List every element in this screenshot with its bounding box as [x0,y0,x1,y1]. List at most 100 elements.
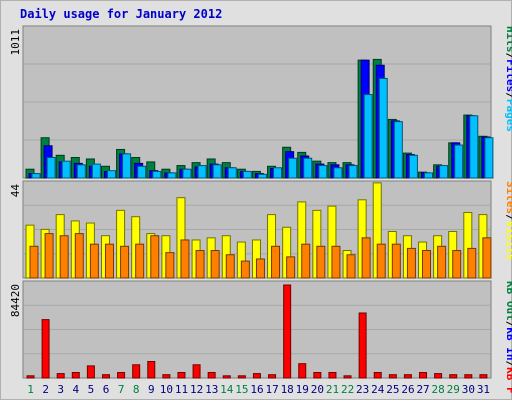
legend-files: Files [504,59,512,92]
bar-sites-day-11 [180,239,190,279]
bar-sites-day-15 [240,260,250,279]
bar-pages-day-11 [182,168,192,179]
x-tick-label-day-15: 15 [235,383,248,396]
bar-pages-day-10 [167,172,177,179]
bar-kb-f-day-10 [162,374,171,379]
bar-kb-f-day-25 [388,374,397,379]
bar-kb-f-day-17 [268,374,277,379]
bar-sites-day-31 [482,237,492,279]
x-tick-label-day-21: 21 [326,383,339,396]
bar-kb-f-day-1 [26,375,35,379]
x-tick-label-day-31: 31 [477,383,490,396]
legend-sep: / [504,92,512,99]
bar-kb-f-day-12 [192,364,201,379]
bar-sites-day-17 [271,245,281,279]
bar-sites-day-25 [391,243,401,279]
legend-sep: / [504,361,512,368]
x-tick-label-day-4: 4 [73,383,80,396]
y-max-label: 84420 [9,284,22,317]
x-tick-label-day-7: 7 [118,383,125,396]
bar-pages-day-13 [212,164,222,179]
x-tick-label-day-30: 30 [462,383,475,396]
bar-sites-day-9 [150,235,160,279]
x-tick-label-day-19: 19 [296,383,309,396]
legend-visits: Visits [504,221,512,261]
bar-sites-day-10 [165,252,175,279]
bar-sites-day-7 [120,245,130,279]
bar-pages-day-17 [273,167,283,179]
bar-kb-f-day-4 [71,371,80,379]
bar-sites-day-18 [286,256,296,279]
bar-kb-f-day-20 [313,371,322,379]
bar-pages-day-16 [257,173,267,179]
x-tick-label-day-9: 9 [148,383,155,396]
x-tick-label-day-5: 5 [88,383,95,396]
x-tick-label-day-2: 2 [42,383,49,396]
x-tick-label-day-14: 14 [220,383,234,396]
bar-pages-day-25 [393,121,403,179]
x-tick-label-day-1: 1 [27,383,34,396]
x-tick-label-day-17: 17 [265,383,278,396]
bar-sites-day-19 [301,243,311,279]
x-tick-label-day-29: 29 [447,383,460,396]
bar-kb-f-day-15 [237,375,246,379]
x-tick-label-day-22: 22 [341,383,354,396]
x-tick-label-day-25: 25 [386,383,399,396]
bar-kb-f-day-29 [449,374,458,379]
bar-pages-day-5 [91,163,101,179]
y-max-label: 1011 [9,29,22,56]
bar-kb-f-day-5 [86,365,95,379]
x-tick-label-day-13: 13 [205,383,218,396]
legend: Hits/Files/Pages [504,26,512,132]
panel-hits_files_pages: Hits/Files/Pages [22,25,512,179]
legend-kb-f: KB F [504,367,512,394]
bar-pages-day-3 [61,160,71,179]
bar-pages-day-12 [197,165,207,179]
bar-sites-day-4 [74,233,84,279]
bar-sites-day-22 [346,254,356,279]
bar-pages-day-22 [348,165,358,179]
legend-kb-out: KB Out [504,281,512,321]
y-max-label: 44 [9,184,22,198]
bar-kb-f-day-8 [132,364,141,379]
bar-kb-f-day-18 [283,284,292,379]
bar-kb-f-day-13 [207,371,216,379]
bar-pages-day-6 [106,170,116,179]
bar-pages-day-7 [122,153,132,179]
bar-sites-day-3 [59,235,69,279]
legend-sites: Sites [504,181,512,214]
legend-sep: / [504,53,512,60]
x-tick-label-day-6: 6 [103,383,110,396]
bar-sites-day-16 [255,258,265,279]
x-tick-label-day-18: 18 [281,383,294,396]
bar-pages-day-29 [454,144,464,179]
bar-sites-day-26 [406,247,416,279]
x-tick-label-day-3: 3 [57,383,64,396]
bar-kb-f-day-21 [328,371,337,379]
bar-sites-day-29 [452,250,462,279]
chart-title: Daily usage for January 2012 [20,7,223,21]
bar-pages-day-1 [31,173,41,179]
bar-pages-day-19 [303,157,313,179]
bar-kb-f-day-2 [41,319,50,379]
bar-pages-day-31 [484,137,494,179]
bar-sites-day-23 [361,237,371,279]
legend: KB Out/KB In/KB F [504,281,512,394]
bar-pages-day-4 [76,164,86,179]
bar-pages-day-24 [378,77,388,179]
panel-kbytes: KB Out/KB In/KB F [22,280,512,394]
bar-kb-f-day-9 [147,360,156,379]
x-tick-label-day-8: 8 [133,383,140,396]
bar-pages-day-26 [408,154,418,179]
x-tick-label-day-24: 24 [371,383,385,396]
bar-kb-f-day-28 [434,373,443,379]
x-tick-label-day-27: 27 [416,383,429,396]
bar-pages-day-20 [318,165,328,179]
bar-pages-day-14 [227,167,237,179]
bar-sites-day-20 [316,245,326,279]
bar-kb-f-day-27 [419,371,428,379]
bar-kb-f-day-16 [252,373,261,379]
bar-kb-f-day-24 [373,371,382,379]
bar-kb-f-day-6 [101,374,110,379]
